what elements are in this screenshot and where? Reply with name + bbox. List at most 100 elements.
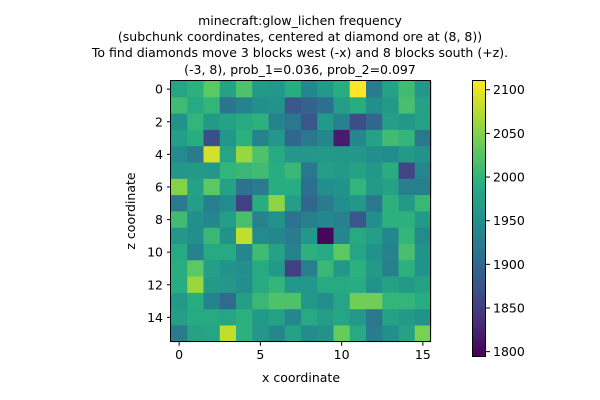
heatmap-cell-z5-x10	[333, 162, 351, 180]
heatmap-cell-z4-x12	[366, 146, 383, 163]
heatmap-cell-z8-x2	[203, 211, 221, 228]
heatmap-cell-z7-x14	[398, 195, 416, 212]
heatmap-cell-z2-x10	[333, 113, 351, 131]
heatmap-cell-z11-x0	[171, 260, 188, 277]
heatmap-cell-z3-x15	[414, 129, 432, 147]
x-tick-label: 10	[334, 347, 350, 362]
heatmap-cell-z4-x0	[171, 146, 188, 163]
heatmap-cell-z4-x9	[317, 146, 334, 163]
heatmap-cell-z10-x1	[187, 244, 204, 261]
heatmap-cell-z3-x4	[236, 129, 253, 147]
heatmap-cell-z8-x15	[414, 211, 432, 228]
heatmap-cell-z1-x9	[317, 97, 334, 114]
heatmap-cell-z8-x11	[349, 211, 367, 228]
heatmap-cell-z7-x1	[187, 195, 204, 212]
heatmap-cell-z7-x13	[382, 195, 399, 212]
heatmap-cell-z9-x13	[382, 227, 399, 245]
heatmap-cell-z5-x3	[219, 162, 237, 180]
heatmap-cell-z10-x12	[366, 244, 383, 261]
heatmap-cell-z7-x7	[284, 195, 302, 212]
heatmap-cell-z6-x8	[301, 178, 318, 196]
heatmap-cell-z12-x2	[203, 276, 221, 294]
heatmap-cell-z5-x15	[414, 162, 432, 180]
heatmap-cell-z6-x14	[398, 178, 416, 196]
heatmap-cell-z0-x0	[171, 81, 188, 98]
x-axis-label: x coordinate	[262, 370, 340, 385]
heatmap-cell-z1-x3	[219, 97, 237, 114]
heatmap-cell-z7-x4	[236, 195, 253, 212]
heatmap-cell-z10-x6	[268, 244, 286, 261]
heatmap-cell-z2-x13	[382, 113, 399, 131]
heatmap-cell-z12-x15	[414, 276, 432, 294]
heatmap-cell-z1-x2	[203, 97, 221, 114]
heatmap-cell-z7-x11	[349, 195, 367, 212]
heatmap-cell-z14-x4	[236, 309, 253, 326]
heatmap-cell-z2-x0	[171, 113, 188, 131]
heatmap-cell-z3-x0	[171, 129, 188, 147]
heatmap-cell-z4-x8	[301, 146, 318, 163]
heatmap-cell-z5-x14	[398, 162, 416, 180]
x-tick-label: 5	[256, 347, 264, 362]
heatmap-cell-z3-x14	[398, 129, 416, 147]
heatmap-cell-z0-x5	[252, 81, 269, 98]
heatmap-cell-z15-x14	[398, 325, 416, 343]
heatmap-cell-z11-x7	[284, 260, 302, 277]
heatmap-cell-z7-x5	[252, 195, 269, 212]
heatmap-cell-z13-x11	[349, 292, 367, 310]
heatmap-cell-z15-x4	[236, 325, 253, 343]
heatmap-cell-z6-x3	[219, 178, 237, 196]
heatmap-cell-z1-x13	[382, 97, 399, 114]
heatmap-cell-z1-x15	[414, 97, 432, 114]
heatmap-cell-z12-x12	[366, 276, 383, 294]
heatmap-cell-z9-x1	[187, 227, 204, 245]
heatmap-cell-z1-x0	[171, 97, 188, 114]
heatmap-cell-z6-x13	[382, 178, 399, 196]
heatmap-cell-z0-x6	[268, 81, 286, 98]
heatmap-cell-z2-x14	[398, 113, 416, 131]
heatmap-cell-z15-x6	[268, 325, 286, 343]
heatmap-cell-z10-x0	[171, 244, 188, 261]
heatmap-cell-z6-x1	[187, 178, 204, 196]
heatmap-cell-z2-x5	[252, 113, 269, 131]
heatmap-cell-z13-x9	[317, 292, 334, 310]
heatmap-cell-z14-x11	[349, 309, 367, 326]
heatmap-cell-z9-x15	[414, 227, 432, 245]
heatmap-cell-z2-x9	[317, 113, 334, 131]
heatmap-cell-z15-x3	[219, 325, 237, 343]
heatmap-cell-z11-x14	[398, 260, 416, 277]
chart-title: minecraft:glow_lichen frequency (subchun…	[91, 13, 508, 77]
heatmap-cell-z0-x9	[317, 81, 334, 98]
heatmap-cell-z14-x1	[187, 309, 204, 326]
plot-frame	[170, 80, 431, 342]
heatmap-cell-z10-x8	[301, 244, 318, 261]
heatmap-cell-z15-x1	[187, 325, 204, 343]
heatmap-cell-z2-x7	[284, 113, 302, 131]
heatmap-cell-z8-x3	[219, 211, 237, 228]
heatmap-cell-z0-x8	[301, 81, 318, 98]
heatmap-cell-z8-x12	[366, 211, 383, 228]
heatmap-cell-z5-x11	[349, 162, 367, 180]
heatmap-cell-z8-x4	[236, 211, 253, 228]
heatmap-cell-z13-x3	[219, 292, 237, 310]
heatmap-cell-z2-x12	[366, 113, 383, 131]
heatmap-cell-z10-x10	[333, 244, 351, 261]
colorbar-tick-label: 1950	[493, 213, 525, 228]
heatmap-cell-z1-x4	[236, 97, 253, 114]
heatmap-cell-z6-x6	[268, 178, 286, 196]
heatmap-cell-z8-x6	[268, 211, 286, 228]
heatmap-cell-z6-x9	[317, 178, 334, 196]
heatmap-cell-z5-x1	[187, 162, 204, 180]
heatmap-cell-z12-x3	[219, 276, 237, 294]
heatmap-cell-z11-x1	[187, 260, 204, 277]
heatmap-cell-z8-x7	[284, 211, 302, 228]
heatmap-cell-z8-x10	[333, 211, 351, 228]
heatmap-cell-z15-x10	[333, 325, 351, 343]
heatmap-cell-z7-x8	[301, 195, 318, 212]
heatmap-cell-z3-x5	[252, 129, 269, 147]
heatmap-cell-z11-x5	[252, 260, 269, 277]
heatmap-cell-z0-x4	[236, 81, 253, 98]
heatmap-cell-z7-x15	[414, 195, 432, 212]
y-tick-label: 2	[155, 114, 163, 129]
heatmap-cells	[171, 81, 432, 343]
heatmap-cell-z9-x7	[284, 227, 302, 245]
